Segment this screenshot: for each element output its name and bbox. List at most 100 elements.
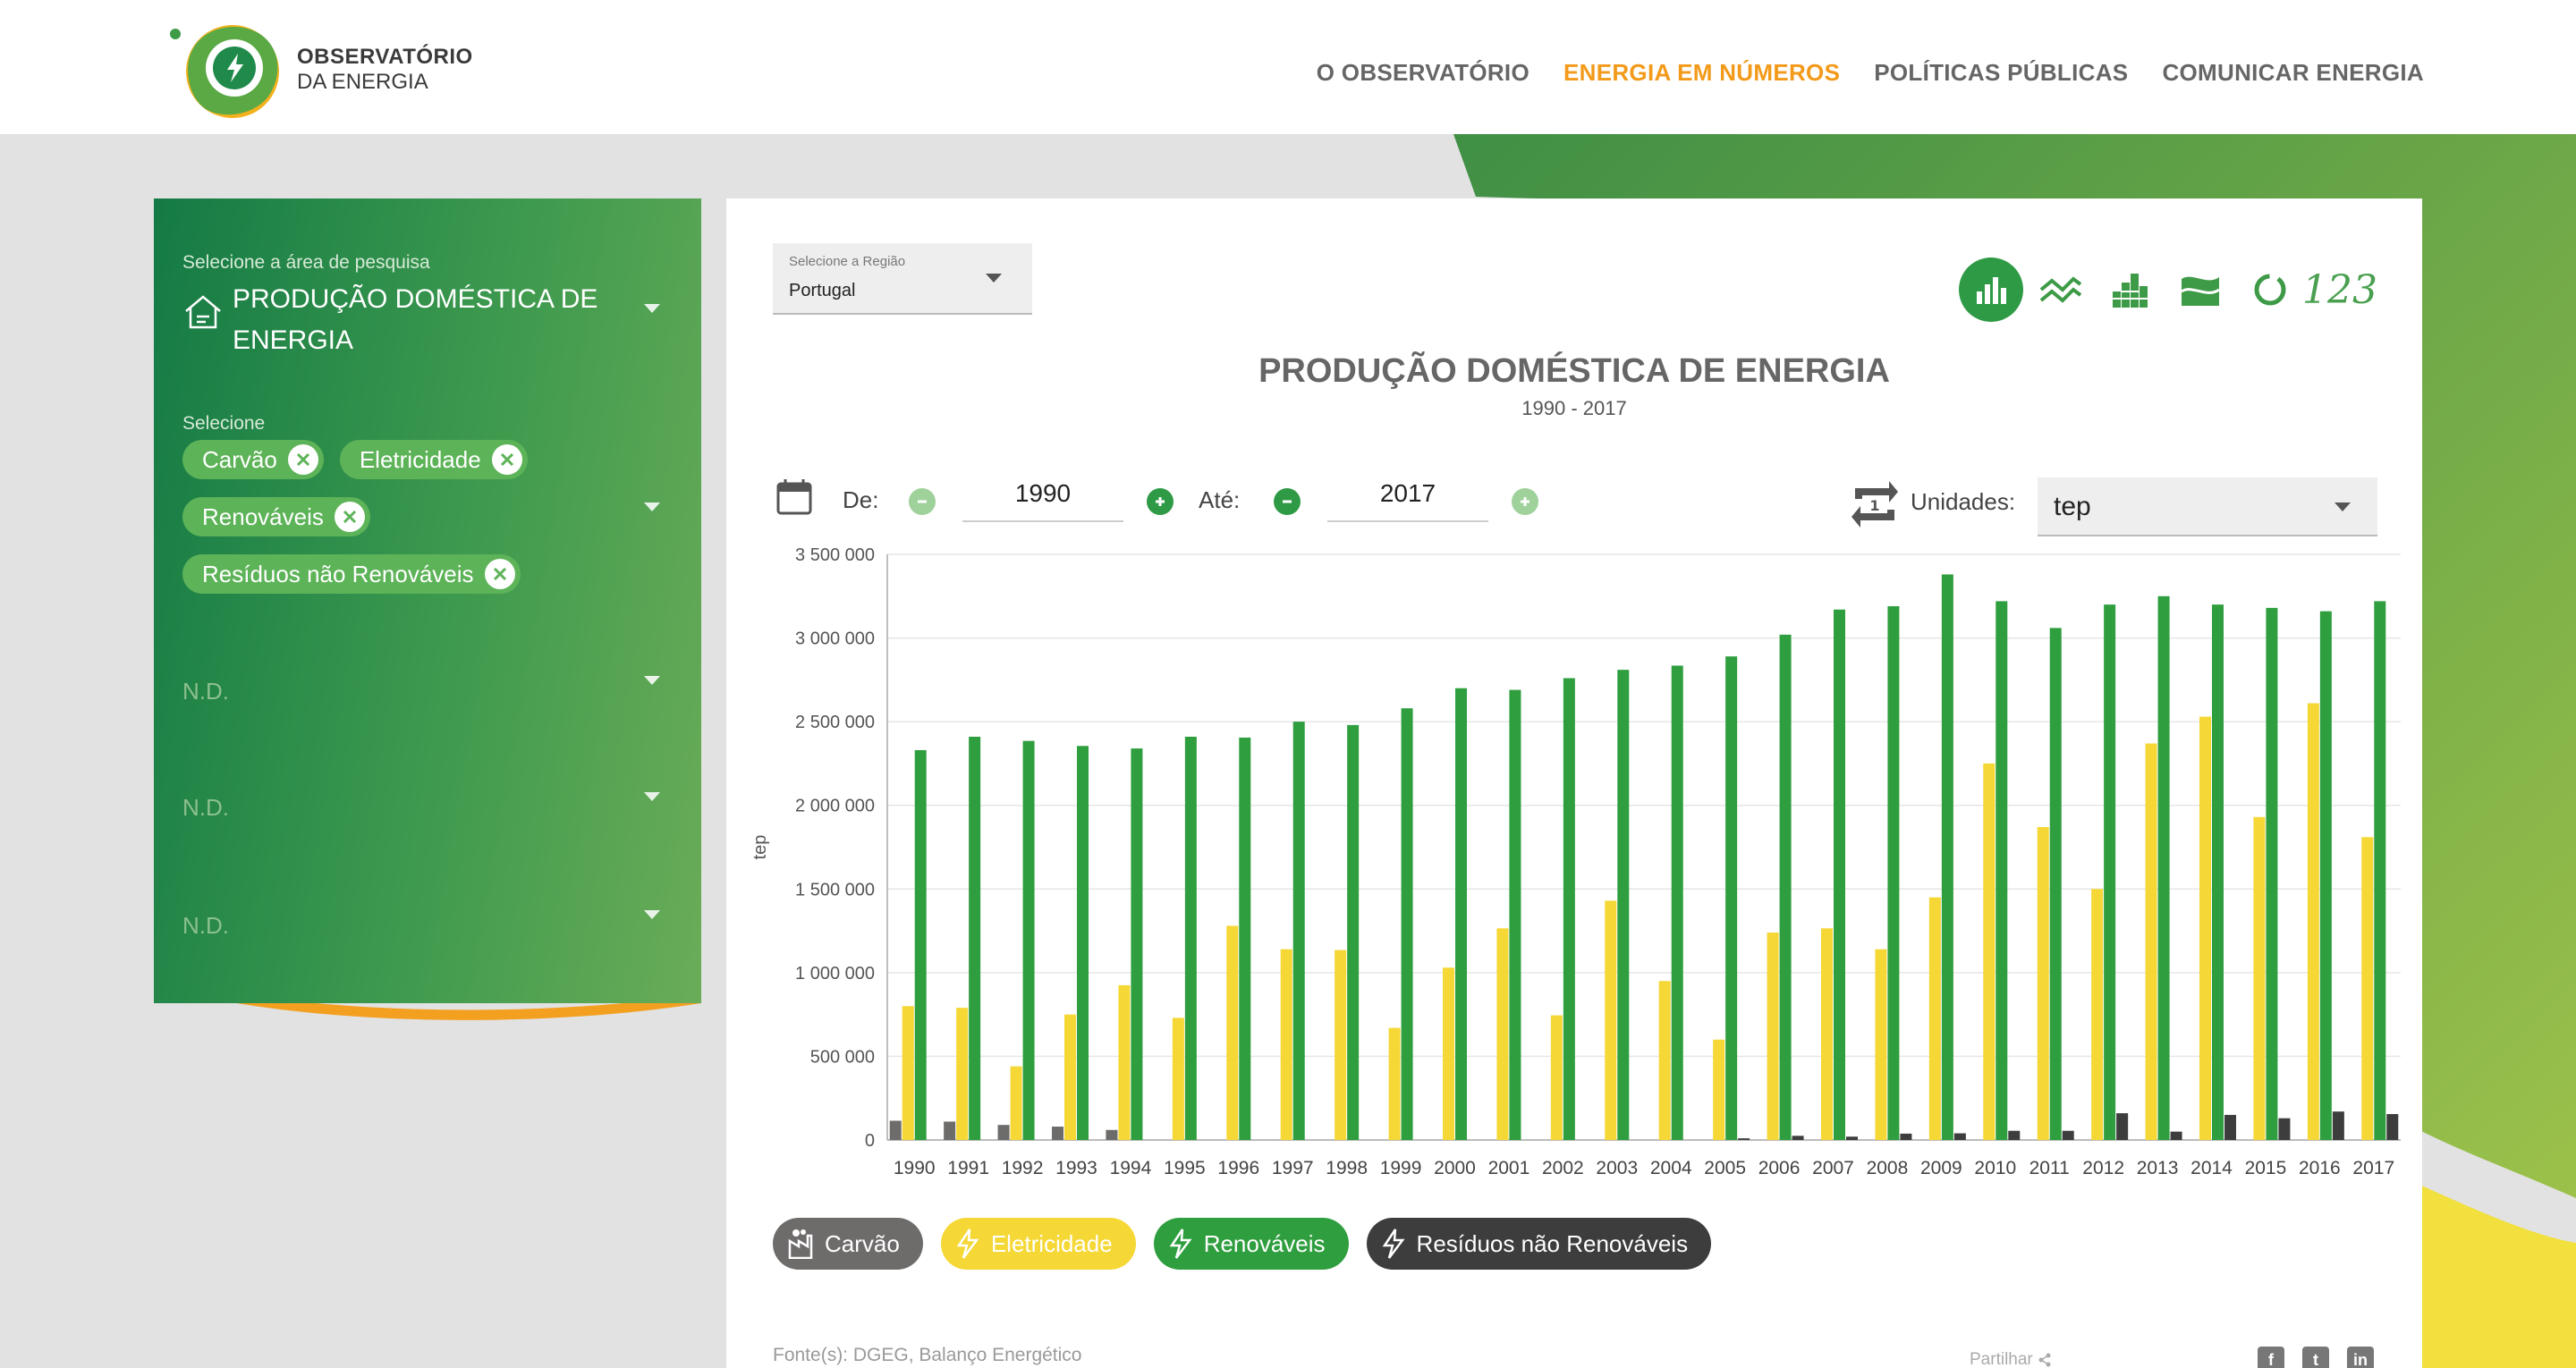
to-year-input[interactable]: 2017: [1327, 472, 1488, 522]
close-icon: [296, 452, 309, 467]
nd-select-1[interactable]: N.D.: [182, 678, 229, 705]
x-tick-label: 2014: [2190, 1158, 2233, 1178]
area-label: Selecione a área de pesquisa: [182, 252, 430, 273]
area-chart-button[interactable]: [2168, 258, 2233, 322]
nav-energia-em-numeros[interactable]: ENERGIA EM NÚMEROS: [1563, 59, 1841, 86]
logo[interactable]: OBSERVATÓRIO DA ENERGIA: [161, 16, 501, 123]
to-label: Até:: [1199, 486, 1241, 513]
bar-renov-veis: [1671, 665, 1683, 1140]
to-decrement-button[interactable]: [1274, 488, 1301, 515]
to-increment-button[interactable]: [1512, 488, 1538, 515]
x-tick-label: 2004: [1650, 1158, 1692, 1178]
area-dropdown-caret[interactable]: [644, 304, 660, 313]
remove-eletricidade-button[interactable]: [491, 444, 522, 475]
product-dropdown-caret[interactable]: [644, 502, 660, 511]
table-numbers-icon: 123: [2302, 266, 2377, 313]
x-tick-label: 1991: [947, 1158, 989, 1178]
nav-comunicar-energia[interactable]: COMUNICAR ENERGIA: [2162, 59, 2424, 86]
nd-select-3[interactable]: N.D.: [182, 912, 229, 939]
bar-renov-veis: [2374, 601, 2386, 1140]
remove-carvao-button[interactable]: [287, 444, 318, 475]
linkedin-icon[interactable]: in: [2347, 1347, 2374, 1368]
bar-eletricidade: [2307, 703, 2319, 1140]
remove-residuos-button[interactable]: [484, 559, 515, 589]
bar-eletricidade: [2145, 743, 2157, 1140]
bar-eletricidade: [1388, 1027, 1401, 1140]
sidebar-panel: Selecione a área de pesquisa PRODUÇÃO DO…: [154, 198, 701, 1003]
bar-res-duos-n-o-renov-veis: [2278, 1118, 2291, 1140]
close-icon: [500, 452, 513, 467]
y-tick-label: 2 000 000: [795, 797, 875, 816]
y-tick-label: 0: [865, 1131, 875, 1151]
unit-convert-icon[interactable]: 1: [1848, 477, 1902, 531]
from-decrement-button[interactable]: [909, 488, 936, 515]
bar-res-duos-n-o-renov-veis: [2008, 1130, 2021, 1140]
bar-renov-veis: [1996, 601, 2008, 1140]
x-tick-label: 2002: [1542, 1158, 1584, 1178]
bar-eletricidade: [2361, 837, 2374, 1140]
nd-dropdown-caret-2[interactable]: [644, 792, 660, 801]
x-tick-label: 1995: [1164, 1158, 1206, 1178]
bar-eletricidade: [2091, 889, 2104, 1140]
donut-chart-button[interactable]: [2238, 258, 2302, 322]
bar-renov-veis: [1617, 670, 1630, 1140]
from-increment-button[interactable]: [1147, 488, 1174, 515]
share-link[interactable]: Partilhar: [1970, 1350, 2052, 1368]
bar-chart-button[interactable]: [1959, 258, 2023, 322]
nd-select-2[interactable]: N.D.: [182, 794, 229, 821]
nav-politicas-publicas[interactable]: POLÍTICAS PÚBLICAS: [1874, 59, 2129, 86]
x-tick-label: 2006: [1758, 1158, 1801, 1178]
area-select[interactable]: PRODUÇÃO DOMÉSTICA DE ENERGIA: [182, 279, 648, 361]
chip-carvao[interactable]: Carvão: [182, 440, 324, 479]
bar-eletricidade: [1064, 1014, 1076, 1140]
x-tick-label: 1996: [1217, 1158, 1259, 1178]
y-axis-label: tep: [750, 835, 770, 860]
chip-eletricidade[interactable]: Eletricidade: [339, 440, 528, 479]
from-year-input[interactable]: 1990: [962, 472, 1123, 522]
chip-label: Renováveis: [202, 502, 324, 530]
house-energy-icon: [185, 295, 221, 329]
legend-residuos[interactable]: Resíduos não Renováveis: [1366, 1218, 1712, 1270]
bar-eletricidade: [1335, 950, 1347, 1140]
chip-residuos[interactable]: Resíduos não Renováveis: [182, 554, 521, 594]
chart-panel: Selecione a Região Portugal: [726, 198, 2422, 1368]
line-chart-button[interactable]: [2029, 258, 2093, 322]
nav-o-observatorio[interactable]: O OBSERVATÓRIO: [1316, 59, 1530, 86]
coal-factory-icon: [788, 1229, 813, 1259]
chart-title: PRODUÇÃO DOMÉSTICA DE ENERGIA: [1258, 352, 1890, 390]
remove-renovaveis-button[interactable]: [334, 502, 365, 532]
calendar-icon[interactable]: [775, 477, 814, 517]
units-dropdown-caret[interactable]: [2334, 502, 2351, 511]
lightning-icon: [1382, 1229, 1405, 1259]
bar-carv-o: [1052, 1127, 1063, 1140]
legend-carvao[interactable]: Carvão: [773, 1218, 923, 1270]
region-dropdown-caret[interactable]: [986, 274, 1002, 283]
lightning-icon: [1169, 1229, 1192, 1259]
bar-renov-veis: [2157, 595, 2170, 1140]
y-tick-label: 500 000: [810, 1047, 875, 1067]
nd-dropdown-caret-1[interactable]: [644, 676, 660, 685]
x-tick-label: 1994: [1110, 1158, 1152, 1178]
facebook-icon[interactable]: f: [2258, 1347, 2284, 1368]
bar-carv-o: [889, 1120, 902, 1140]
chip-renovaveis[interactable]: Renováveis: [182, 497, 370, 536]
bar-eletricidade: [1550, 1015, 1563, 1140]
units-select[interactable]: tep: [2038, 477, 2377, 536]
x-tick-label: 1990: [894, 1158, 936, 1178]
legend-label: Renováveis: [1203, 1229, 1326, 1257]
chip-label: Eletricidade: [359, 445, 481, 473]
stacked-bar-button[interactable]: [2098, 258, 2163, 322]
bar-eletricidade: [1658, 981, 1671, 1140]
table-numbers-button[interactable]: 123: [2302, 258, 2377, 322]
share-icon: [2038, 1353, 2051, 1367]
twitter-icon[interactable]: t: [2302, 1347, 2329, 1368]
nd-dropdown-caret-3[interactable]: [644, 910, 660, 919]
legend-renovaveis[interactable]: Renováveis: [1153, 1218, 1349, 1270]
logo-line1: OBSERVATÓRIO: [297, 45, 473, 69]
chip-label: Carvão: [202, 445, 277, 473]
bar-eletricidade: [2037, 827, 2049, 1140]
chart-legend: Carvão Eletricidade Renováveis Resíduos …: [773, 1218, 1712, 1270]
legend-eletricidade[interactable]: Eletricidade: [940, 1218, 1136, 1270]
x-tick-label: 1999: [1380, 1158, 1422, 1178]
region-select[interactable]: Selecione a Região Portugal: [773, 243, 1032, 315]
